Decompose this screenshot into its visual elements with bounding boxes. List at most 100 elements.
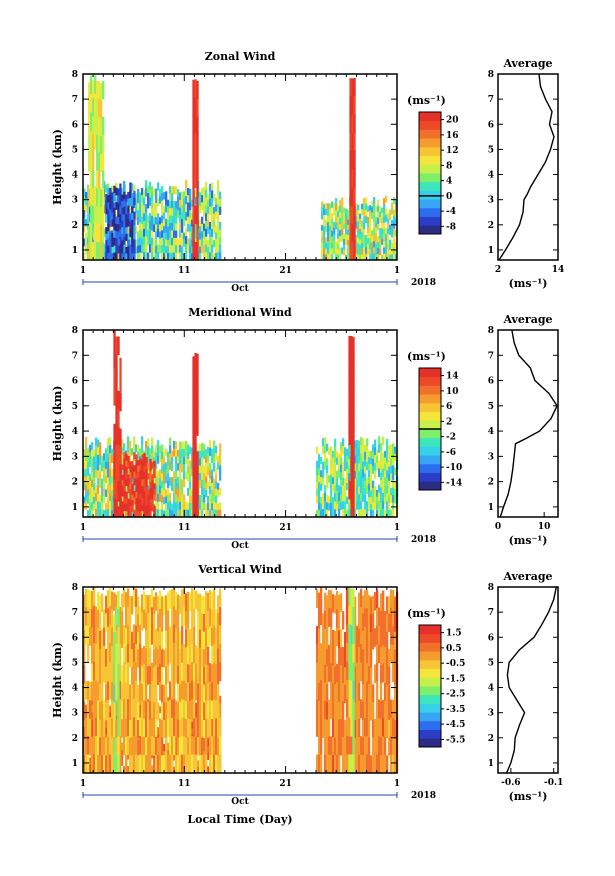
colorbar-swatch (419, 120, 441, 130)
heatmap-cell (137, 245, 140, 254)
heatmap-cell (209, 252, 212, 261)
heatmap-cell (369, 238, 372, 245)
heatmap-cell (129, 737, 132, 756)
heatmap-cell (205, 736, 208, 756)
y-tick-label: 5 (72, 402, 78, 412)
x-tick-label: 1 (80, 523, 86, 533)
heatmap-cell (165, 239, 168, 247)
heatmap-cell (337, 249, 340, 256)
heatmap-cell (350, 680, 353, 700)
heatmap-cell (127, 680, 130, 700)
heatmap-cell (383, 665, 387, 684)
heatmap-cell (177, 701, 180, 721)
heatmap-cell (357, 664, 361, 684)
heatmap-cell (350, 372, 353, 391)
heatmap-cell (145, 212, 148, 221)
heatmap-cell (321, 702, 325, 721)
heatmap-cell (339, 248, 342, 255)
heatmap-cell (195, 718, 198, 738)
heatmap-cell (139, 214, 142, 223)
heatmap-cell (329, 453, 333, 462)
heatmap-cell (183, 680, 186, 700)
heatmap-cell (219, 237, 222, 246)
heatmap-cell (123, 497, 126, 505)
heatmap-cell (219, 472, 222, 481)
heatmap-cell (129, 455, 132, 465)
heatmap-cell (121, 750, 124, 759)
heatmap-cell (347, 224, 350, 231)
heatmap-cell (393, 755, 397, 774)
heatmap-cell (171, 193, 174, 202)
heatmap-cell (323, 736, 327, 756)
heatmap-cell (161, 200, 164, 209)
heatmap-cell (347, 451, 351, 460)
heatmap-cell (187, 202, 190, 211)
heatmap-cell (205, 252, 208, 261)
heatmap-cell (157, 455, 160, 464)
heatmap-cell (209, 206, 212, 215)
heatmap-cell (163, 497, 166, 505)
heatmap-cell (315, 467, 319, 476)
heatmap-cell (179, 448, 182, 458)
heatmap-cell (177, 630, 180, 649)
heatmap-cell (143, 491, 146, 499)
heatmap-cell (201, 245, 204, 254)
heatmap-cell (91, 736, 94, 756)
heatmap-cell (207, 628, 210, 648)
heatmap-cell (185, 212, 188, 221)
heatmap-cell (133, 253, 136, 261)
heatmap-cell (209, 470, 212, 480)
heatmap-cell (191, 447, 194, 456)
heatmap-cell (379, 243, 382, 250)
heatmap-cell (127, 226, 130, 234)
heatmap-cell (167, 253, 170, 261)
heatmap-cell (203, 252, 206, 261)
heatmap-cell (107, 718, 110, 737)
heatmap-cell (161, 666, 164, 686)
heatmap-cell (319, 754, 323, 774)
heatmap-cell (101, 737, 104, 756)
heatmap-cell (109, 245, 112, 254)
heatmap-cell (331, 464, 335, 472)
heatmap-cell (217, 220, 220, 229)
heatmap-cell (333, 454, 337, 463)
heatmap-cell (117, 609, 120, 628)
heatmap-cell (137, 444, 140, 453)
heatmap-cell (94, 223, 97, 243)
heatmap-cell (95, 680, 98, 700)
heatmap-cell (317, 468, 321, 476)
heatmap-cell (135, 246, 138, 254)
heatmap-cell (363, 509, 367, 518)
heatmap-cell (135, 466, 138, 474)
heatmap-cell (107, 195, 110, 203)
heatmap-cell (389, 736, 393, 756)
heatmap-cell (203, 208, 206, 217)
heatmap-cell (345, 234, 348, 240)
heatmap-cell (151, 186, 154, 195)
heatmap-cell (171, 717, 174, 737)
heatmap-cell (189, 210, 192, 218)
heatmap-cell (335, 754, 339, 774)
heatmap-cell (345, 224, 348, 230)
heatmap-cell (123, 471, 126, 479)
heatmap-cell (373, 493, 377, 503)
heatmap-cell (209, 486, 212, 495)
heatmap-cell (121, 464, 124, 471)
heatmap-cell (90, 241, 93, 261)
heatmap-cell (173, 587, 176, 607)
heatmap-cell (153, 224, 156, 233)
colorbar-swatch (419, 455, 441, 465)
colorbar-swatch (419, 129, 441, 139)
heatmap-cell (161, 473, 164, 482)
heatmap-cell (141, 737, 144, 756)
heatmap-cell (131, 755, 134, 774)
heatmap-cell (201, 487, 204, 496)
heatmap-cell (151, 717, 154, 737)
heatmap-cell (85, 191, 88, 200)
heatmap-cell (83, 701, 86, 720)
heatmap-cell (375, 496, 379, 504)
heatmap-cell (191, 219, 194, 227)
heatmap-cell (219, 662, 222, 682)
heatmap-cell (199, 719, 202, 738)
heatmap-cell (385, 240, 388, 248)
